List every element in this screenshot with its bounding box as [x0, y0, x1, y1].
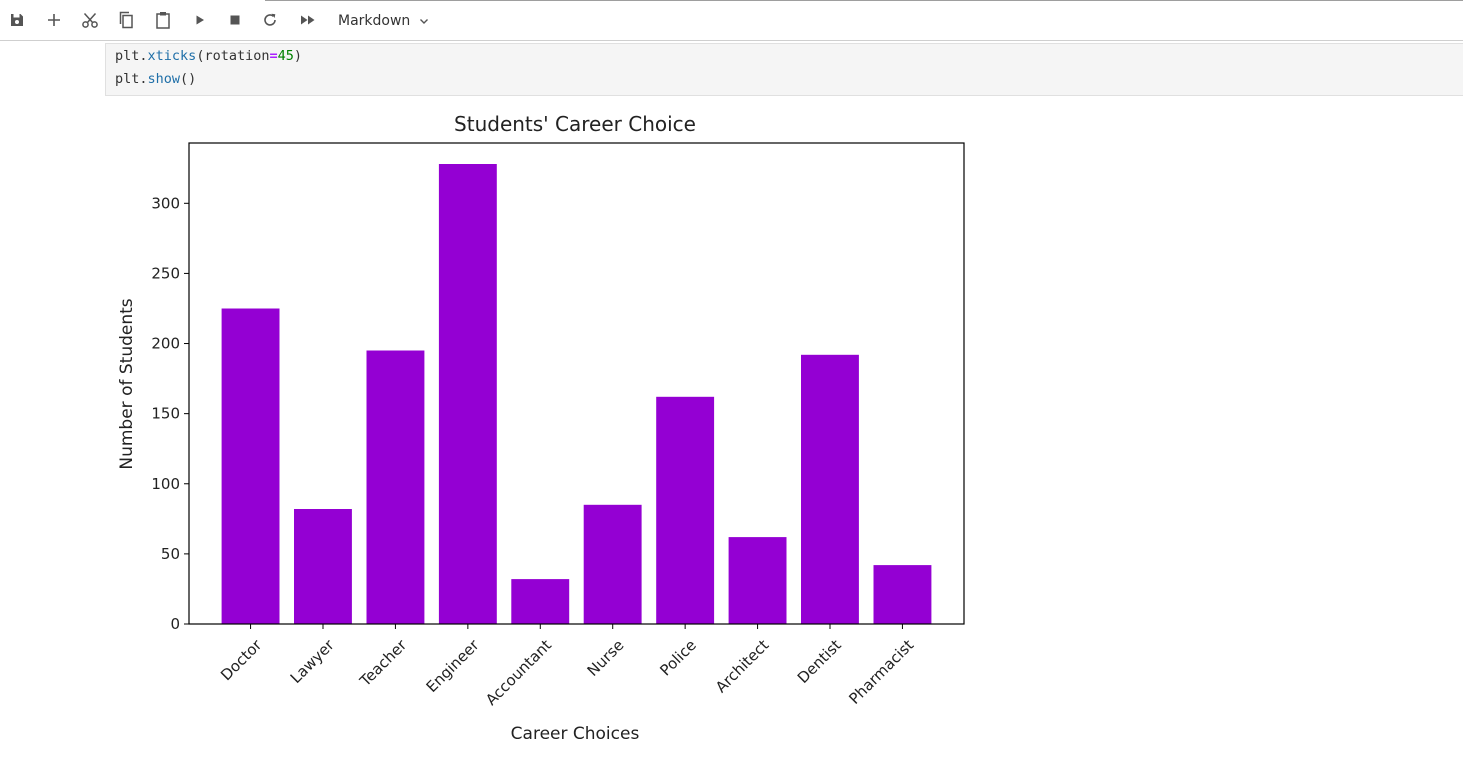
bar-architect: [728, 537, 787, 624]
x-tick-label: Pharmacist: [845, 636, 917, 708]
code-line: plt.xticks(rotation=45): [115, 48, 302, 64]
bar-chart: Students' Career Choice 0 50 100 150 200 250 3…: [117, 112, 965, 744]
code-token: plt: [115, 48, 140, 64]
code-token: .: [139, 71, 148, 87]
bar-teacher: [366, 350, 425, 624]
plot-frame: [188, 142, 965, 625]
bar-dentist: [801, 354, 859, 624]
code-token: xticks: [147, 48, 197, 64]
x-tick-label: Doctor: [217, 635, 266, 684]
code-token: (): [180, 71, 197, 87]
code-token: =: [269, 48, 278, 64]
code-cell-input[interactable]: plt.xticks(rotation=45) plt.show(): [105, 43, 1463, 96]
clipboard-icon: [156, 12, 170, 29]
y-axis: 0 50 100 150 200 250 300: [151, 194, 189, 633]
x-tick-label: Lawyer: [287, 635, 339, 687]
bar-engineer: [438, 164, 497, 624]
y-tick-label: 0: [170, 615, 180, 633]
code-token: .: [139, 48, 148, 64]
bar-nurse: [583, 504, 642, 624]
stop-icon: [230, 15, 240, 25]
fast-forward-icon: [301, 15, 315, 25]
chevron-down-icon: [420, 19, 429, 24]
save-button[interactable]: [6, 9, 28, 31]
bars-group: [221, 164, 932, 624]
code-token: 45: [277, 48, 294, 64]
x-tick-label: Dentist: [794, 636, 845, 687]
y-tick-label: 250: [151, 264, 180, 282]
bar-pharmacist: [873, 565, 932, 624]
x-axis-label: Career Choices: [511, 724, 640, 744]
x-tick-label: Engineer: [423, 635, 484, 696]
x-tick-label: Teacher: [356, 635, 411, 690]
restart-button[interactable]: [259, 9, 281, 31]
code-token: show: [147, 71, 181, 87]
y-tick-label: 50: [161, 545, 180, 563]
code-token: rotation: [204, 48, 270, 64]
play-icon: [196, 15, 204, 25]
y-tick-label: 100: [151, 475, 180, 493]
x-tick-label: Nurse: [584, 636, 628, 680]
toolbar-divider: [265, 0, 1463, 1]
bar-police: [656, 396, 715, 624]
chart-title: Students' Career Choice: [454, 112, 696, 136]
cell-type-label: Markdown: [338, 13, 411, 29]
x-tick-label: Police: [656, 636, 699, 679]
y-axis-label: Number of Students: [117, 298, 137, 469]
bar-doctor: [221, 308, 280, 624]
cut-button[interactable]: [79, 9, 101, 31]
cell-output: Students' Career Choice 0 50 100 150 200 250 3…: [105, 100, 1005, 760]
stop-button[interactable]: [224, 9, 246, 31]
x-tick-label: Accountant: [482, 636, 555, 709]
bar-accountant: [511, 579, 570, 624]
plus-icon: [48, 14, 60, 26]
run-button[interactable]: [189, 9, 211, 31]
x-tick-label: Architect: [712, 636, 772, 696]
paste-button[interactable]: [152, 9, 174, 31]
x-axis: Doctor Lawyer Teacher Engineer Accountant Nur…: [217, 624, 917, 709]
code-token: plt: [115, 71, 140, 87]
add-cell-button[interactable]: [43, 9, 65, 31]
y-tick-label: 150: [151, 405, 180, 423]
code-token: ): [293, 48, 303, 64]
save-icon: [11, 14, 23, 26]
y-tick-label: 300: [151, 194, 180, 212]
code-line: plt.show(): [115, 71, 196, 87]
scissors-icon: [82, 12, 98, 28]
copy-button[interactable]: [115, 9, 137, 31]
cell-type-dropdown[interactable]: Markdown: [334, 8, 434, 34]
y-tick-label: 200: [151, 335, 180, 353]
run-all-button[interactable]: [297, 9, 319, 31]
code-token: (: [196, 48, 205, 64]
copy-icon: [119, 11, 133, 29]
restart-icon: [264, 13, 276, 26]
bar-lawyer: [294, 509, 352, 624]
notebook-toolbar: Markdown: [0, 0, 1463, 41]
